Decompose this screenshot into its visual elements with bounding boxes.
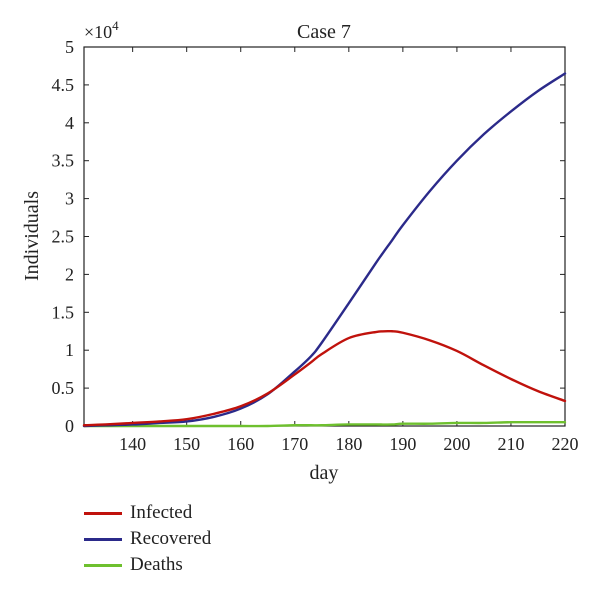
ticks: 140 150 160 170 180 190 200 210 220 0 0.5 1 1.5 2 2.5 3… — [52, 37, 579, 454]
y-multiplier-exponent: 4 — [112, 18, 119, 33]
y-tick-label: 3 — [65, 189, 74, 209]
y-tick-label: 0.5 — [52, 378, 75, 398]
x-tick-label: 170 — [281, 434, 308, 454]
series-line-recovered — [82, 72, 567, 428]
series-lines — [82, 72, 567, 428]
x-tick-label: 220 — [552, 434, 579, 454]
x-tick-label: 180 — [335, 434, 362, 454]
y-tick-label: 5 — [65, 37, 74, 57]
legend-label-deaths: Deaths — [130, 554, 183, 575]
x-tick-label: 190 — [389, 434, 416, 454]
y-tick-label: 4.5 — [52, 75, 75, 95]
legend-item-recovered: Recovered — [84, 526, 211, 552]
x-tick-label: 150 — [173, 434, 200, 454]
x-tick-label: 140 — [119, 434, 146, 454]
chart: Case 7 ×104 140 150 160 170 180 190 200 210 2200… — [21, 18, 579, 484]
legend-item-infected: Infected — [84, 500, 211, 526]
legend-item-deaths: Deaths — [84, 552, 211, 578]
legend-label-infected: Infected — [130, 502, 193, 523]
y-tick-label: 2.5 — [52, 227, 75, 247]
legend-swatch-recovered — [84, 537, 122, 541]
chart-title: Case 7 — [297, 21, 351, 43]
legend: Infected Recovered Deaths — [84, 500, 211, 578]
x-tick-label: 200 — [443, 434, 470, 454]
x-axis-label: day — [310, 462, 339, 484]
series-line-infected — [82, 329, 567, 427]
legend-swatch-deaths — [84, 563, 122, 567]
y-tick-label: 4 — [65, 113, 74, 133]
y-multiplier-base: ×10 — [84, 22, 112, 42]
y-multiplier: ×104 — [84, 18, 119, 42]
x-tick-label: 210 — [497, 434, 524, 454]
y-tick-label: 1 — [65, 340, 74, 360]
legend-swatch-infected — [84, 511, 122, 515]
y-tick-label: 1.5 — [52, 302, 75, 322]
series-line-deaths — [82, 420, 567, 428]
y-tick-label: 2 — [65, 264, 74, 284]
x-tick-label: 160 — [227, 434, 254, 454]
y-tick-label: 0 — [65, 416, 74, 436]
y-axis-label: Individuals — [21, 191, 43, 281]
legend-label-recovered: Recovered — [130, 528, 212, 549]
y-tick-label: 3.5 — [52, 151, 75, 171]
